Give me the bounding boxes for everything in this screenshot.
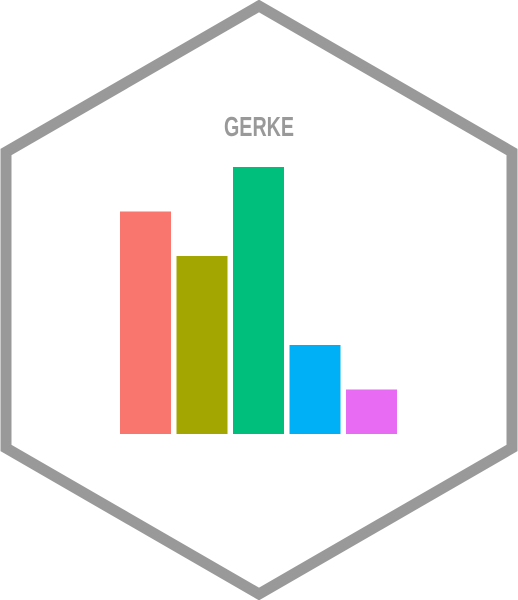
bar-5 — [346, 389, 397, 434]
bar-4 — [289, 345, 341, 434]
logo-title: GERKE — [224, 111, 294, 142]
bar-chart — [120, 167, 397, 434]
bar-3 — [233, 167, 284, 434]
bar-2 — [176, 256, 228, 434]
bar-1 — [120, 211, 171, 434]
